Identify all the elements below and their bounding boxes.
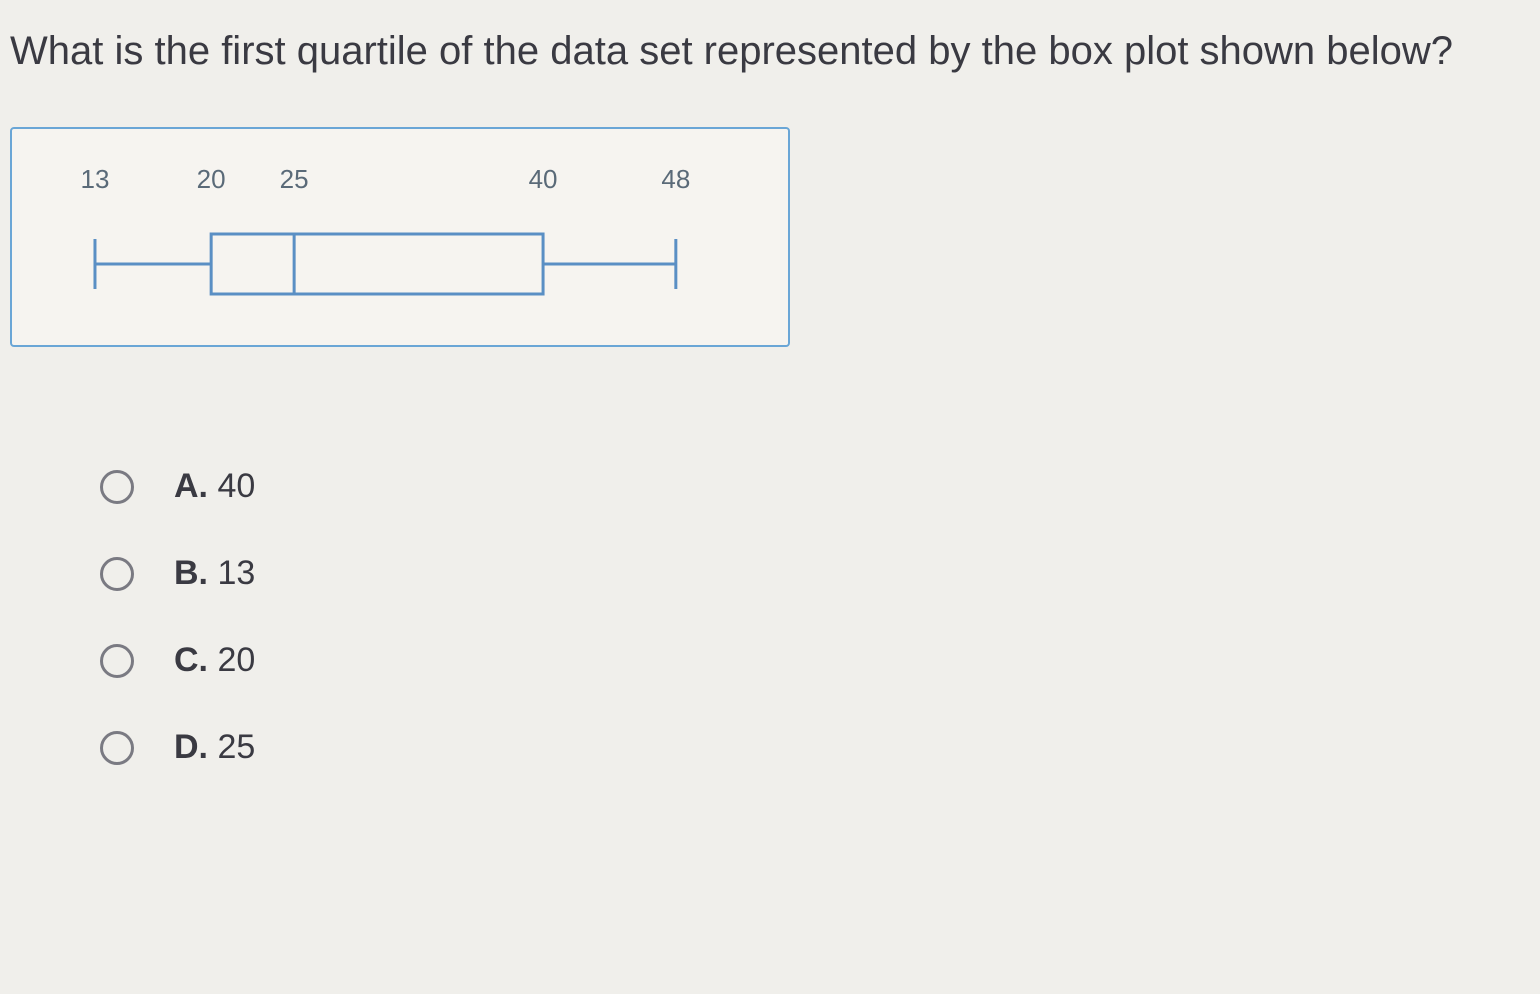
option-value: 40: [208, 467, 255, 505]
option-value: 13: [208, 554, 255, 592]
answer-option[interactable]: D. 25: [100, 728, 1530, 767]
answer-option[interactable]: B. 13: [100, 554, 1530, 593]
radio-button[interactable]: [100, 731, 134, 765]
option-letter: C.: [174, 641, 208, 679]
boxplot-value-label: 40: [529, 164, 558, 195]
option-text: A. 40: [174, 467, 255, 506]
boxplot-value-label: 20: [197, 164, 226, 195]
radio-button[interactable]: [100, 557, 134, 591]
option-text: D. 25: [174, 728, 255, 767]
question-text: What is the first quartile of the data s…: [10, 25, 1530, 77]
boxplot-value-label: 25: [280, 164, 309, 195]
option-letter: B.: [174, 554, 208, 592]
boxplot-value-label: 13: [81, 164, 110, 195]
option-letter: A.: [174, 467, 208, 505]
option-text: C. 20: [174, 641, 255, 680]
boxplot-frame: 13 20 25 40 48: [10, 127, 790, 347]
answer-option[interactable]: C. 20: [100, 641, 1530, 680]
boxplot-svg: [12, 129, 792, 349]
radio-button[interactable]: [100, 470, 134, 504]
boxplot-value-label: 48: [661, 164, 690, 195]
radio-button[interactable]: [100, 644, 134, 678]
option-letter: D.: [174, 728, 208, 766]
answer-options: A. 40 B. 13 C. 20 D. 25: [100, 467, 1530, 767]
option-value: 20: [208, 641, 255, 679]
option-text: B. 13: [174, 554, 255, 593]
option-value: 25: [208, 728, 255, 766]
answer-option[interactable]: A. 40: [100, 467, 1530, 506]
